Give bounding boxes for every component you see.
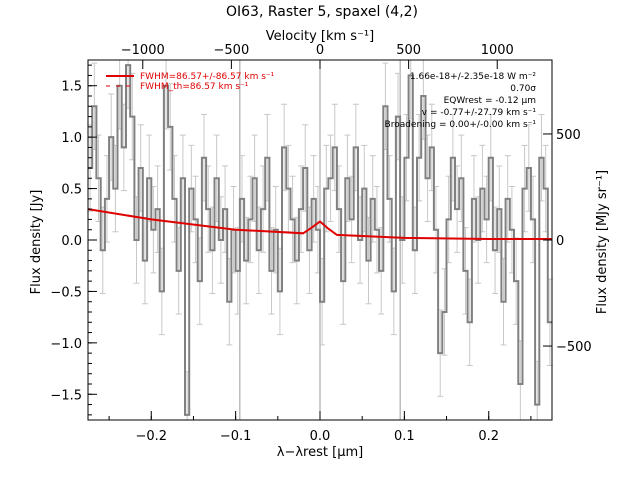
chart-title: OI63, Raster 5, spaxel (4,2) [226,4,418,20]
x-tick-label: −0.2 [135,429,167,444]
x-tick-label: −0.1 [220,429,252,444]
y-tick-label: −1.5 [50,388,82,403]
right-y-axis-label: Flux density [MJy sr⁻¹] [595,170,610,314]
y-tick-label: −1.0 [50,337,82,352]
spectrum-step-line [88,64,552,416]
right-tick-label: 0 [556,234,564,249]
annotation-sigma: 0.70σ [510,84,536,94]
x-axis-label: λ−λrest [µm] [277,445,363,460]
y-tick-label: 0.0 [61,234,82,249]
legend: FWHM=86.57+/-86.57 km s⁻¹ FWHM_th=86.57 … [106,72,275,92]
y-axis-label: Flux density [Jy] [29,190,44,295]
x-tick-label: 0.1 [394,429,415,444]
axis-ticks: −0.2 −0.1 0.0 0.1 0.2 −1.5 −1.0 −0.5 0.0 0.5 1.0 1.… [50,43,591,444]
fit-annotations: 1.66e-18+/-2.35e-18 W m⁻² 0.70σ EQWrest … [385,72,537,130]
annotation-velocity: v = -0.77+/-27.79 km s⁻¹ [422,108,537,118]
y-tick-label: −0.5 [50,285,82,300]
right-tick-label: −500 [556,340,592,355]
top-tick-label: 0 [316,43,324,58]
fit-line [87,208,552,240]
y-tick-label: 1.5 [61,80,82,95]
x-tick-label: 0.2 [478,429,499,444]
legend-entry-fwhm-th: FWHM_th=86.57 km s⁻¹ [140,82,249,92]
annotation-flux: 1.66e-18+/-2.35e-18 W m⁻² [410,72,537,82]
annotation-eqw: EQWrest = -0.12 µm [444,96,536,106]
y-tick-label: 0.5 [61,183,82,198]
top-tick-label: 1000 [481,43,514,58]
y-tick-label: 1.0 [61,131,82,146]
top-tick-label: −1000 [121,43,165,58]
top-x-axis-label: Velocity [km s⁻¹] [266,29,374,44]
right-tick-label: 500 [556,128,581,143]
top-tick-label: −500 [214,43,250,58]
legend-entry-fwhm: FWHM=86.57+/-86.57 km s⁻¹ [140,72,275,82]
annotation-broadening: Broadening = 0.00+/-0.00 km s⁻¹ [385,120,537,130]
x-tick-label: 0.0 [310,429,331,444]
top-tick-label: 500 [396,43,421,58]
